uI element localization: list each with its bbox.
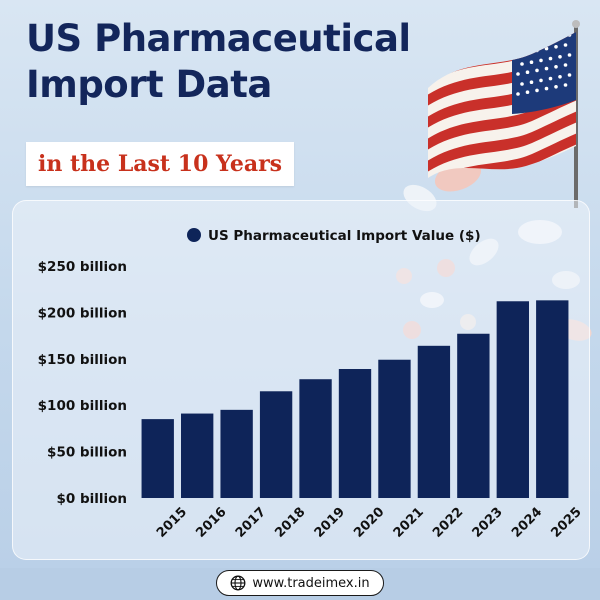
y-tick-label: $50 billion <box>47 445 127 461</box>
bar-2023 <box>457 333 490 498</box>
website-url: www.tradeimex.in <box>252 575 370 591</box>
x-tick-label: 2021 <box>391 505 427 541</box>
y-tick-label: $200 billion <box>38 305 127 321</box>
chart-legend: US Pharmaceutical Import Value ($) <box>187 228 481 244</box>
bar-2022 <box>417 345 451 498</box>
x-tick-label: 2016 <box>193 505 229 541</box>
x-tick-label: 2022 <box>430 505 466 541</box>
title-line-2: Import Data <box>26 63 272 106</box>
x-tick-label: 2019 <box>312 505 348 541</box>
y-tick-label: $0 billion <box>56 491 127 507</box>
bar-2018 <box>259 391 293 498</box>
bar-chart: US Pharmaceutical Import Value ($) $0 bil… <box>38 228 585 541</box>
y-tick-label: $100 billion <box>38 398 127 414</box>
x-tick-label: 2023 <box>470 505 506 541</box>
bar-2020 <box>338 369 372 498</box>
bar-2021 <box>378 359 411 498</box>
bar-2019 <box>299 379 332 498</box>
legend-label: US Pharmaceutical Import Value ($) <box>208 228 481 244</box>
y-tick-label: $250 billion <box>38 259 127 275</box>
bar-2025 <box>536 300 569 498</box>
x-tick-label: 2015 <box>154 505 190 541</box>
x-tick-label: 2020 <box>351 505 387 541</box>
y-tick-label: $150 billion <box>38 352 127 368</box>
x-tick-label: 2017 <box>233 505 269 541</box>
title-line-1: US Pharmaceutical <box>26 17 411 60</box>
page-title: US Pharmaceutical Import Data <box>26 16 446 108</box>
x-tick-label: 2025 <box>548 505 584 541</box>
globe-icon <box>230 575 246 591</box>
bar-2016 <box>181 413 214 498</box>
bar-2017 <box>220 409 253 498</box>
x-tick-label: 2024 <box>509 505 545 541</box>
subtitle-box: in the Last 10 Years <box>26 142 295 186</box>
website-link[interactable]: www.tradeimex.in <box>216 570 384 596</box>
bar-2015 <box>141 419 174 498</box>
bar-2024 <box>496 301 529 498</box>
legend-marker <box>187 228 201 242</box>
subtitle: in the Last 10 Years <box>38 151 283 177</box>
us-flag-icon <box>428 20 580 208</box>
x-tick-label: 2018 <box>272 505 308 541</box>
